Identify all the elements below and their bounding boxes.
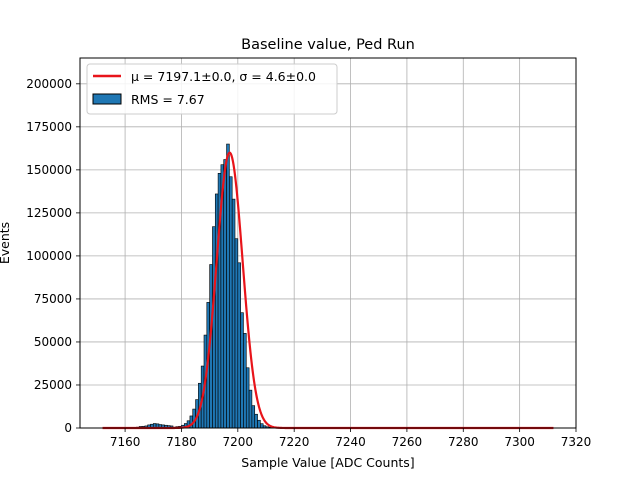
x-tick-label: 7220 [279,435,310,449]
histogram-bar [214,193,219,429]
y-tick-label: 200000 [26,77,72,91]
histogram-bar [251,405,256,429]
y-tick-label: 75000 [34,292,72,306]
y-axis-label: Events [0,222,12,264]
histogram-bar [212,226,216,429]
x-axis-ticks: 7160 7180 7200 7220 7240 7260 7280 7300 7320 [110,428,591,449]
histogram-bar [226,143,230,429]
legend-box [86,63,338,115]
y-axis-ticks: 0 25000 50000 75000 100000 125000 150000 175000… [26,77,80,435]
histogram-bar [260,423,264,429]
x-tick-label: 7200 [223,435,254,449]
x-tick-label: 7320 [561,435,592,449]
legend-fit-label: μ = 7197.1±0.0, σ = 4.6±0.0 [131,69,316,84]
chart-title: Baseline value, Ped Run [241,37,415,53]
y-tick-label: 150000 [26,163,72,177]
x-tick-label: 7160 [110,435,141,449]
fit-curve-line [102,151,554,430]
y-tick-label: 125000 [26,206,72,220]
histogram-bar [237,262,241,429]
histogram-bar [243,333,247,429]
x-tick-label: 7260 [392,435,423,449]
histogram-bar [257,419,261,429]
y-tick-label: 175000 [26,120,72,134]
histogram-bar [240,312,244,429]
histogram-bar [234,238,239,429]
legend-hist-swatch [92,93,122,105]
x-axis-label: Sample Value [ADC Counts] [241,455,414,470]
y-tick-label: 50000 [34,335,72,349]
legend-hist-label: RMS = 7.67 [131,92,205,107]
histogram-bar [245,367,250,429]
legend: μ = 7197.1±0.0, σ = 4.6±0.0 RMS = 7.67 [86,63,338,115]
y-tick-label: 25000 [34,378,72,392]
histogram-bar [254,413,258,429]
plot-frame [79,57,577,429]
histogram-bar [229,176,233,429]
y-tick-label: 0 [64,421,72,435]
y-tick-label: 100000 [26,249,72,263]
histogram-bars [133,143,281,429]
histogram-bar [223,159,227,429]
histogram-bar [231,198,236,429]
gaussian-fit [102,151,554,430]
histogram-bar [248,389,253,429]
x-tick-label: 7280 [448,435,479,449]
x-tick-label: 7180 [166,435,197,449]
x-tick-label: 7240 [335,435,366,449]
x-tick-label: 7300 [504,435,535,449]
